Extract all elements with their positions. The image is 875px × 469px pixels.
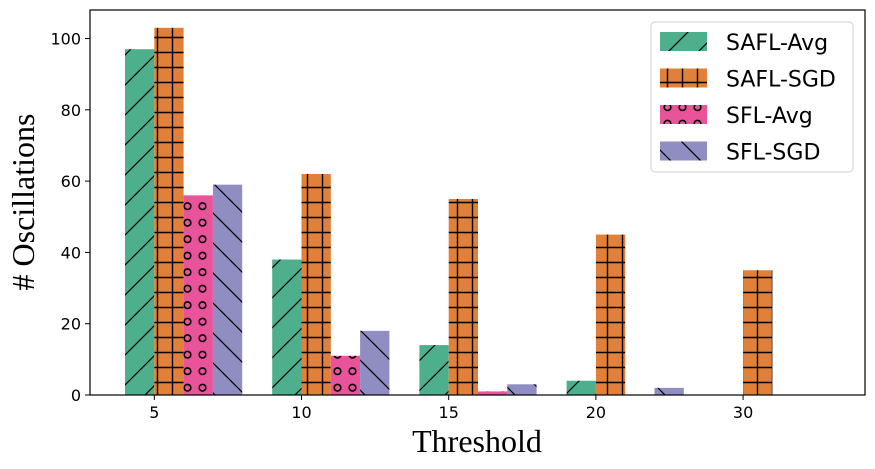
bar-sfl-sgd-20 [654,387,684,395]
bars-layer [125,27,773,396]
legend-label-safl-avg: SAFL-Avg [726,31,828,56]
y-tick-label: 40 [61,243,81,262]
legend-swatch-sfl-avg [660,105,707,124]
bar-sfl-sgd-5 [212,184,243,395]
x-tick-label: 15 [439,403,459,422]
y-tick-label: 0 [71,386,81,405]
y-axis: 0 20 40 60 80 100 [50,30,90,405]
legend-box [650,21,854,173]
legend: SAFL-Avg SAFL-SGD SFL-Avg SFL-SGD [650,21,854,173]
bar-safl-sgd-10 [301,173,331,395]
bar-safl-sgd-15 [448,198,478,395]
x-tick-label: 30 [733,403,753,422]
legend-label-safl-sgd: SAFL-SGD [726,68,836,93]
bar-safl-sgd-20 [595,234,626,395]
bar-safl-sgd-5 [154,27,184,396]
plot-frame [89,9,866,396]
bar-safl-avg-10 [272,259,302,395]
x-tick-label: 10 [291,403,311,422]
x-tick-label: 20 [586,403,606,422]
bar-safl-avg-15 [419,345,449,395]
bar-safl-avg-5 [125,49,155,396]
y-tick-label: 100 [50,30,81,49]
bar-safl-avg-20 [566,380,596,395]
legend-swatch-sfl-sgd [660,141,707,161]
bar-sfl-sgd-10 [360,330,390,395]
y-tick-label: 60 [61,172,81,191]
bar-safl-sgd-30 [743,270,773,395]
y-axis-title: # Oscillations [5,114,41,291]
legend-swatch-safl-sgd [660,68,707,88]
x-axis-title: Threshold [412,423,542,459]
legend-label-sfl-sgd: SFL-SGD [726,141,820,166]
x-tick-label: 5 [149,403,159,422]
legend-swatch-safl-avg [660,32,707,51]
bar-sfl-avg-10 [330,355,361,395]
y-tick-label: 80 [61,101,81,120]
legend-label-sfl-avg: SFL-Avg [726,104,813,129]
bar-sfl-avg-15 [478,391,508,395]
y-tick-label: 20 [61,315,81,334]
bar-sfl-sgd-15 [507,384,537,395]
x-axis: 5 10 15 20 30 [149,395,753,422]
bar-sfl-avg-5 [183,195,213,395]
